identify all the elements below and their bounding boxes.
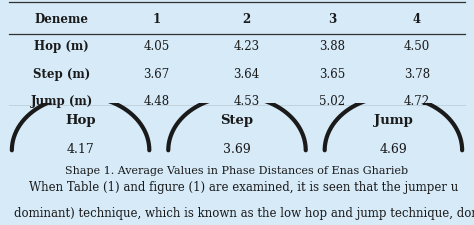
Text: 4.05: 4.05 bbox=[143, 40, 170, 53]
Text: 4: 4 bbox=[413, 13, 421, 25]
Text: Shape 1. Average Values in Phase Distances of Enas Gharieb: Shape 1. Average Values in Phase Distanc… bbox=[65, 166, 409, 176]
Text: 5.02: 5.02 bbox=[319, 95, 345, 108]
Text: Hop (m): Hop (m) bbox=[34, 40, 89, 53]
Text: 3.65: 3.65 bbox=[319, 68, 345, 81]
Text: 3.88: 3.88 bbox=[319, 40, 345, 53]
Text: 4.69: 4.69 bbox=[380, 143, 407, 156]
Text: Jump: Jump bbox=[374, 114, 413, 127]
Text: 3.69: 3.69 bbox=[223, 143, 251, 156]
Text: Jump (m): Jump (m) bbox=[30, 95, 93, 108]
Text: 3.67: 3.67 bbox=[143, 68, 170, 81]
Text: 4.72: 4.72 bbox=[404, 95, 430, 108]
Text: 4.50: 4.50 bbox=[404, 40, 430, 53]
Text: 4.53: 4.53 bbox=[233, 95, 260, 108]
Text: 3.78: 3.78 bbox=[404, 68, 430, 81]
Text: 1: 1 bbox=[152, 13, 161, 25]
Text: 4.48: 4.48 bbox=[143, 95, 170, 108]
Text: Step: Step bbox=[220, 114, 254, 127]
Text: 4.17: 4.17 bbox=[67, 143, 94, 156]
Text: Hop: Hop bbox=[65, 114, 96, 127]
Text: When Table (1) and figure (1) are examined, it is seen that the jumper u: When Table (1) and figure (1) are examin… bbox=[14, 181, 458, 194]
Text: 2: 2 bbox=[242, 13, 251, 25]
Text: 3: 3 bbox=[328, 13, 336, 25]
Text: 4.23: 4.23 bbox=[233, 40, 260, 53]
Text: dominant) technique, which is known as the low hop and jump technique, dom: dominant) technique, which is known as t… bbox=[14, 207, 474, 220]
Text: Step (m): Step (m) bbox=[33, 68, 90, 81]
Text: Deneme: Deneme bbox=[35, 13, 89, 25]
Text: 3.64: 3.64 bbox=[233, 68, 260, 81]
